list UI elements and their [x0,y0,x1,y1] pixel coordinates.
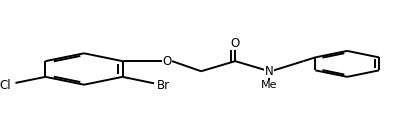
Text: N: N [265,65,274,78]
Text: Br: Br [156,79,170,92]
Text: O: O [162,55,172,68]
Text: Me: Me [261,80,278,90]
Text: O: O [230,37,240,50]
Text: Cl: Cl [0,79,11,92]
